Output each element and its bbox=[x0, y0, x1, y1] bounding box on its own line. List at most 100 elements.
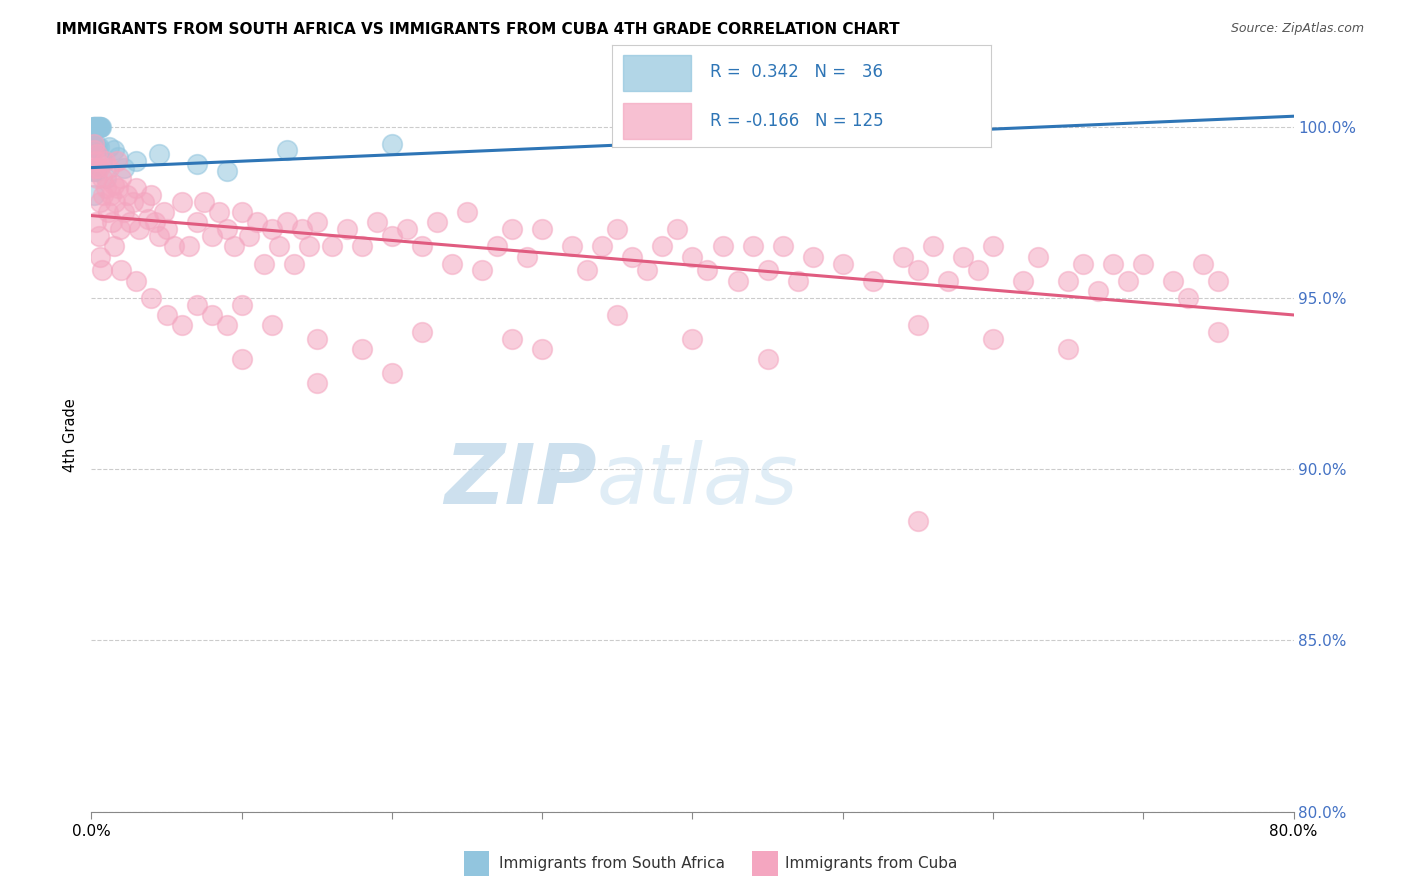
Point bbox=[772, 239, 794, 253]
Point bbox=[152, 205, 174, 219]
Point bbox=[215, 318, 238, 333]
Point bbox=[336, 222, 359, 236]
Point bbox=[1071, 256, 1094, 270]
Point bbox=[201, 229, 224, 244]
Point bbox=[110, 263, 132, 277]
Point bbox=[967, 263, 990, 277]
Point bbox=[87, 161, 110, 175]
Point bbox=[82, 164, 104, 178]
Text: R = -0.166   N = 125: R = -0.166 N = 125 bbox=[710, 112, 884, 129]
Point bbox=[83, 140, 105, 154]
Point bbox=[83, 188, 105, 202]
Point bbox=[186, 298, 208, 312]
Point bbox=[89, 250, 111, 264]
Point bbox=[381, 229, 404, 244]
Point bbox=[141, 188, 163, 202]
FancyBboxPatch shape bbox=[623, 103, 692, 139]
Point bbox=[103, 178, 125, 192]
Point bbox=[561, 239, 583, 253]
Point bbox=[1087, 284, 1109, 298]
Point bbox=[411, 325, 433, 339]
Point bbox=[1177, 291, 1199, 305]
Point bbox=[283, 256, 305, 270]
Point bbox=[128, 222, 150, 236]
Point bbox=[163, 239, 186, 253]
Point bbox=[350, 239, 373, 253]
Point bbox=[269, 239, 291, 253]
Point bbox=[756, 352, 779, 367]
Point bbox=[531, 342, 554, 356]
Point bbox=[132, 194, 155, 209]
Point bbox=[84, 215, 107, 229]
Point bbox=[84, 120, 107, 134]
Point bbox=[170, 318, 193, 333]
Point bbox=[922, 239, 945, 253]
Point bbox=[636, 263, 658, 277]
Point bbox=[741, 239, 763, 253]
Point bbox=[155, 222, 177, 236]
Point bbox=[125, 181, 148, 195]
Point bbox=[606, 222, 628, 236]
Point bbox=[1102, 256, 1125, 270]
Point bbox=[471, 263, 494, 277]
Point bbox=[231, 352, 253, 367]
Point bbox=[86, 120, 108, 134]
Point bbox=[143, 215, 166, 229]
Point bbox=[291, 222, 314, 236]
Point bbox=[170, 194, 193, 209]
Point bbox=[125, 153, 148, 168]
Point bbox=[621, 250, 644, 264]
Point bbox=[84, 140, 107, 154]
Point bbox=[681, 332, 703, 346]
Point bbox=[84, 164, 107, 178]
Point bbox=[125, 274, 148, 288]
Point bbox=[1057, 274, 1080, 288]
Point bbox=[727, 274, 749, 288]
Point bbox=[87, 229, 110, 244]
Point bbox=[122, 194, 145, 209]
Text: ZIP: ZIP bbox=[444, 440, 596, 521]
Point bbox=[298, 239, 321, 253]
Point bbox=[366, 215, 388, 229]
Point bbox=[305, 332, 328, 346]
Point bbox=[155, 308, 177, 322]
Point bbox=[101, 215, 124, 229]
Text: atlas: atlas bbox=[596, 440, 799, 521]
Point bbox=[208, 205, 231, 219]
Point bbox=[103, 239, 125, 253]
Point bbox=[110, 170, 132, 185]
Point bbox=[981, 332, 1004, 346]
Point bbox=[107, 181, 129, 195]
Point bbox=[441, 256, 464, 270]
Point bbox=[90, 263, 112, 277]
Point bbox=[1208, 274, 1230, 288]
Point bbox=[576, 263, 599, 277]
Point bbox=[83, 120, 105, 134]
Point bbox=[84, 153, 107, 168]
Point bbox=[84, 140, 107, 154]
Point bbox=[1116, 274, 1139, 288]
Point bbox=[107, 150, 129, 164]
Point bbox=[907, 514, 929, 528]
Point bbox=[83, 140, 105, 154]
Point bbox=[114, 161, 136, 175]
Point bbox=[253, 256, 276, 270]
Point bbox=[96, 170, 118, 185]
Point bbox=[84, 120, 107, 134]
Point bbox=[201, 308, 224, 322]
Point bbox=[1057, 342, 1080, 356]
Point bbox=[83, 144, 105, 158]
Point bbox=[98, 161, 121, 175]
Point bbox=[381, 366, 404, 380]
Point bbox=[531, 222, 554, 236]
Point bbox=[1132, 256, 1154, 270]
Point bbox=[727, 120, 749, 134]
Point bbox=[516, 250, 538, 264]
Text: IMMIGRANTS FROM SOUTH AFRICA VS IMMIGRANTS FROM CUBA 4TH GRADE CORRELATION CHART: IMMIGRANTS FROM SOUTH AFRICA VS IMMIGRAN… bbox=[56, 22, 900, 37]
Point bbox=[606, 308, 628, 322]
Point bbox=[1026, 250, 1049, 264]
Point bbox=[186, 157, 208, 171]
Point bbox=[83, 136, 105, 151]
Point bbox=[238, 229, 260, 244]
Point bbox=[305, 376, 328, 391]
